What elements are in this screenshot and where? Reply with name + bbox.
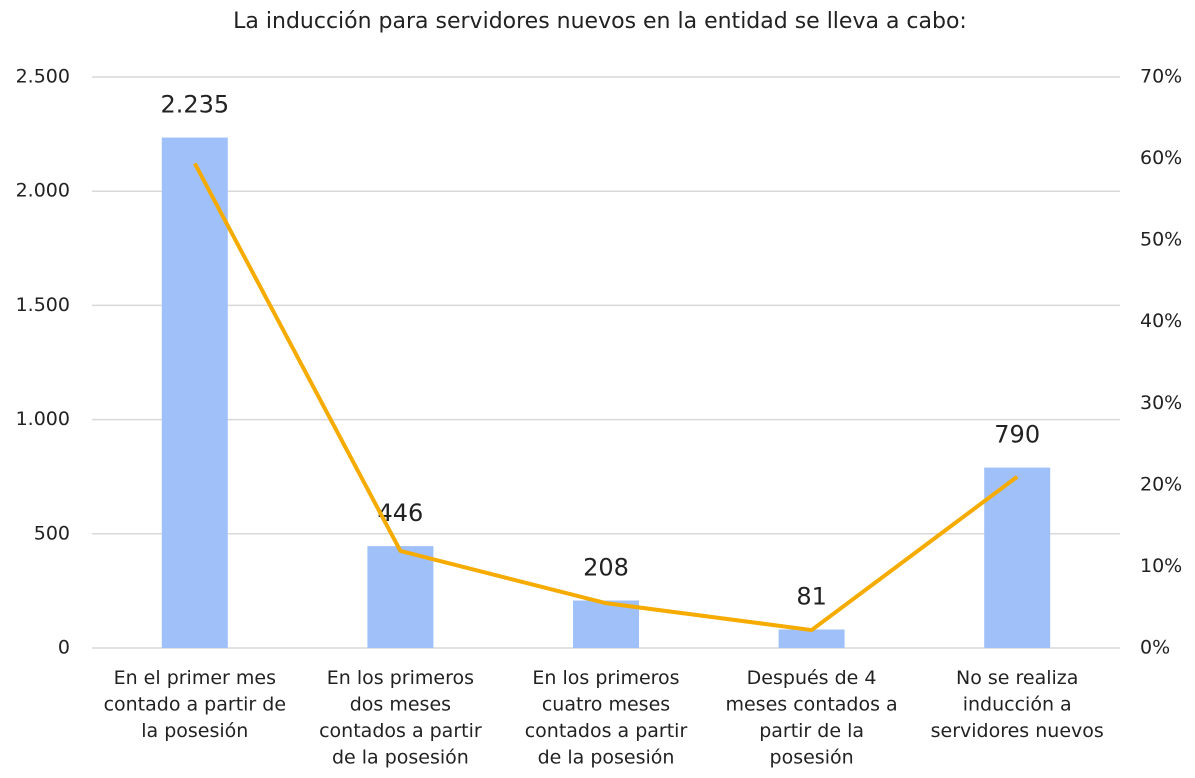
y2-tick-label: 70% [1140, 66, 1182, 88]
chart-title: La inducción para servidores nuevos en l… [233, 9, 967, 34]
bar [778, 629, 845, 648]
x-tick-line: Después de 4 [747, 667, 877, 689]
bar [984, 467, 1051, 648]
y-tick-label: 0 [58, 637, 70, 659]
x-tick-label: En el primer mes contado a partir de la po… [104, 667, 286, 742]
x-tick-line: la posesión [141, 720, 248, 742]
bar [573, 600, 639, 648]
value-label: 208 [583, 553, 629, 581]
x-tick-line: contado a partir de [104, 693, 286, 715]
x-tick-line: contados a partir [319, 720, 482, 742]
y-tick-label: 1.000 [16, 408, 70, 430]
x-tick-label: No se realiza inducción a servidores nuevo… [931, 667, 1104, 742]
y2-tick-label: 30% [1140, 392, 1182, 414]
value-label: 81 [796, 582, 827, 610]
x-tick-label: Después de 4 meses contados a partir de la… [725, 667, 897, 769]
x-tick-line: No se realiza [956, 667, 1078, 689]
y-tick-label: 2.000 [16, 180, 70, 202]
x-tick-line: servidores nuevos [931, 720, 1104, 742]
y-tick-label: 1.500 [16, 294, 70, 316]
y2-tick-label: 50% [1140, 229, 1182, 251]
y2-tick-label: 0% [1140, 637, 1170, 659]
x-tick-line: de la posesión [538, 746, 675, 768]
x-tick-label: En los primeros dos meses contados a parti… [319, 667, 482, 769]
x-tick-line: inducción a [963, 693, 1072, 715]
x-tick-line: En el primer mes [114, 667, 276, 689]
x-tick-line: contados a partir [525, 720, 688, 742]
x-tick-line: partir de la [759, 720, 864, 742]
y2-tick-label: 20% [1140, 473, 1182, 495]
y2-tick-label: 10% [1140, 555, 1182, 577]
x-tick-line: posesión [770, 746, 854, 768]
x-tick-label: En los primeros cuatro meses contados a pa… [525, 667, 688, 769]
y2-tick-label: 60% [1140, 147, 1182, 169]
line [193, 162, 1019, 633]
x-tick-line: meses contados a [725, 693, 897, 715]
y2-tick-label: 40% [1140, 310, 1182, 332]
x-tick-line: dos meses [350, 693, 451, 715]
y-tick-label: 2.500 [16, 66, 70, 88]
x-tick-line: de la posesión [332, 746, 469, 768]
x-tick-line: En los primeros [532, 667, 679, 689]
value-label: 2.235 [160, 91, 229, 119]
x-tick-line: En los primeros [327, 667, 474, 689]
bar [161, 137, 228, 648]
bar [367, 546, 434, 648]
x-tick-line: cuatro meses [542, 693, 670, 715]
value-label: 790 [994, 421, 1040, 449]
y-tick-label: 500 [34, 522, 70, 544]
